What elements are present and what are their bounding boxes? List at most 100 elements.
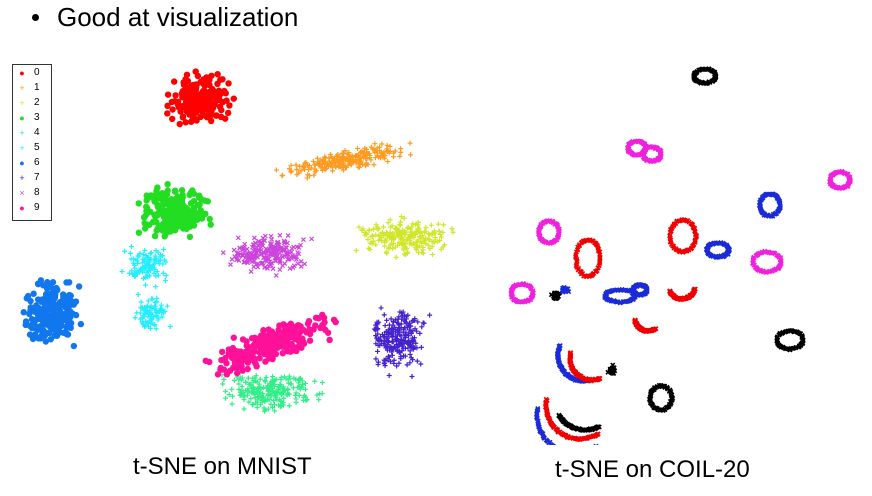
- coil-object-7: [667, 217, 700, 255]
- point-digit-0: [187, 87, 194, 95]
- coil-object-16: [632, 317, 659, 335]
- point-digit-0: [177, 108, 184, 115]
- point-digit-0: [207, 112, 214, 119]
- point-digit-1: [384, 149, 390, 155]
- point-digit-0: [181, 103, 189, 110]
- point-digit-0: [226, 102, 233, 109]
- point-digit-0: [216, 103, 224, 110]
- point-digit-0: [189, 106, 196, 113]
- mnist-legend: ● 0 +1 +2 ● 3 +4 +5 ● 6 +7 × 8 ● 9: [12, 64, 52, 221]
- legend-marker-icon: +: [19, 97, 25, 108]
- series-digit-1: [273, 140, 414, 181]
- point-digit-0: [222, 115, 229, 122]
- legend-label: 4: [34, 127, 40, 138]
- coil-object-2: [640, 144, 664, 165]
- point-digit-1: [289, 168, 295, 174]
- point-digit-1: [288, 162, 294, 168]
- point-digit-1: [408, 152, 414, 158]
- legend-marker-icon: ●: [19, 67, 25, 78]
- point-digit-1: [325, 164, 331, 170]
- legend-label: 5: [34, 142, 40, 153]
- legend-label: 2: [34, 97, 40, 108]
- point-digit-0: [171, 98, 178, 105]
- point-digit-1: [308, 165, 314, 171]
- point-digit-0: [193, 117, 200, 124]
- legend-label: 6: [34, 157, 40, 168]
- coil-object-3: [827, 168, 853, 191]
- point-digit-1: [302, 160, 308, 166]
- point-digit-0: [209, 91, 217, 99]
- legend-label: 3: [34, 112, 40, 123]
- legend-item-6: ● 6: [13, 155, 51, 170]
- legend-item-3: ● 3: [13, 110, 51, 125]
- point-digit-0: [164, 91, 172, 98]
- point-digit-1: [371, 162, 377, 168]
- point-digit-1: [312, 162, 318, 168]
- coil-object-24: [605, 362, 618, 376]
- coil-object-14: [774, 327, 806, 353]
- point-digit-1: [385, 159, 391, 165]
- point-digit-1: [372, 141, 378, 147]
- coil-object-11: [666, 286, 698, 303]
- point-digit-0: [225, 80, 232, 87]
- point-digit-1: [379, 141, 385, 147]
- legend-item-0: ● 0: [13, 65, 51, 80]
- point-digit-0: [180, 80, 188, 87]
- point-digit-1: [364, 155, 370, 161]
- coil-point: [593, 443, 599, 445]
- point-digit-1: [355, 145, 361, 151]
- point-digit-1: [279, 173, 285, 179]
- point-digit-0: [197, 78, 204, 86]
- point-digit-1: [320, 167, 326, 173]
- point-digit-0: [208, 72, 215, 79]
- coil-object-13: [629, 281, 650, 298]
- point-digit-1: [363, 163, 369, 169]
- point-digit-0: [214, 70, 221, 78]
- legend-item-4: +4: [13, 125, 51, 140]
- mnist-caption: t-SNE on MNIST: [133, 453, 312, 480]
- point-digit-0: [214, 80, 221, 88]
- point-digit-1: [368, 144, 374, 150]
- legend-item-9: ● 9: [13, 200, 51, 215]
- point-digit-1: [322, 166, 328, 172]
- legend-marker-icon: +: [19, 172, 25, 183]
- point-digit-1: [335, 152, 341, 158]
- point-digit-1: [339, 163, 345, 169]
- point-digit-0: [172, 92, 179, 99]
- point-digit-1: [294, 167, 300, 173]
- point-digit-1: [374, 150, 380, 156]
- point-digit-0: [207, 117, 215, 125]
- point-digit-0: [222, 90, 229, 97]
- point-digit-1: [313, 168, 319, 174]
- legend-item-5: +5: [13, 140, 51, 155]
- point-digit-1: [294, 172, 300, 178]
- point-digit-0: [182, 119, 189, 126]
- bullet-dot-icon: [32, 14, 39, 21]
- point-digit-0: [164, 110, 171, 117]
- coil-object-22: [548, 290, 562, 302]
- point-digit-0: [213, 112, 220, 119]
- point-digit-1: [352, 153, 358, 159]
- coil-object-4: [756, 191, 783, 219]
- series-digit-0: [164, 68, 237, 128]
- point-digit-1: [306, 167, 312, 173]
- legend-marker-icon: ●: [19, 202, 25, 213]
- point-digit-0: [215, 87, 223, 94]
- point-digit-1: [314, 155, 320, 161]
- point-digit-1: [392, 148, 398, 154]
- point-digit-1: [338, 156, 344, 162]
- point-digit-0: [194, 93, 202, 100]
- coil-scatter-plot: [508, 66, 853, 445]
- coil-object-9: [749, 248, 784, 275]
- point-digit-0: [189, 81, 196, 89]
- bullet-text: Good at visualization: [57, 2, 299, 32]
- legend-item-8: × 8: [13, 185, 51, 200]
- point-digit-1: [356, 164, 362, 170]
- legend-marker-icon: ●: [19, 112, 25, 123]
- point-digit-0: [182, 93, 189, 100]
- point-digit-1: [387, 143, 393, 149]
- coil-object-0: [691, 66, 719, 87]
- legend-marker-icon: ●: [19, 157, 25, 168]
- point-digit-0: [209, 85, 216, 93]
- coil-object-8: [703, 240, 733, 261]
